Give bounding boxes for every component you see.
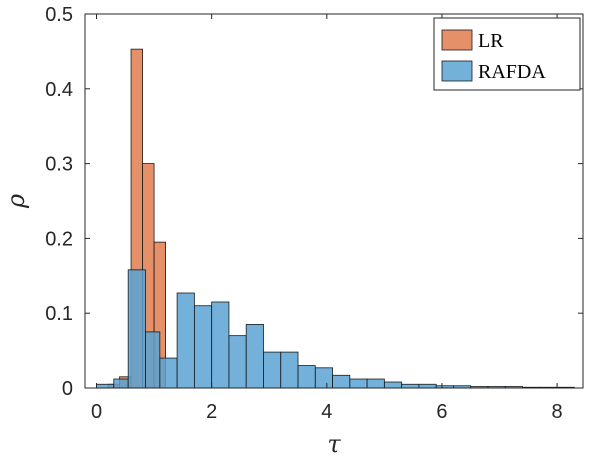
- x-tick-label: 6: [436, 401, 447, 423]
- x-tick-label: 2: [206, 401, 217, 423]
- y-tick-label: 0.3: [45, 154, 73, 176]
- bar-rafda-11: [280, 351, 299, 389]
- y-tick-label: 0.4: [45, 79, 73, 101]
- bar-rafda-15: [349, 378, 368, 389]
- bar-rafda-9: [245, 324, 264, 389]
- bar-rafda-12: [297, 365, 316, 389]
- bar-rafda-2: [127, 269, 146, 389]
- bar-rafda-4: [159, 357, 178, 389]
- bar-rafda-16: [366, 378, 385, 389]
- x-tick-label: 0: [91, 401, 102, 423]
- bar-rafda-14: [332, 374, 351, 389]
- legend: LR RAFDA: [433, 17, 581, 91]
- y-tick-label: 0.1: [45, 303, 73, 325]
- y-tick-label: 0: [62, 378, 73, 400]
- bar-rafda-10: [263, 351, 282, 389]
- y-axis-label: ρ: [2, 194, 30, 209]
- bar-rafda-17: [383, 381, 403, 389]
- bar-rafda-19: [418, 383, 437, 389]
- legend-label-lr: LR: [478, 30, 504, 52]
- bar-rafda-3: [145, 331, 161, 389]
- bar-rafda-5: [176, 292, 195, 389]
- bar-rafda-6: [193, 305, 213, 389]
- y-tick-label: 0.5: [45, 4, 73, 26]
- bar-rafda-8: [228, 335, 247, 389]
- legend-label-rafda: RAFDA: [478, 61, 546, 83]
- y-tick-label: 0.2: [45, 228, 73, 250]
- series-rafda: [96, 269, 575, 389]
- legend-swatch-rafda: [441, 60, 473, 82]
- legend-swatch-lr: [441, 29, 473, 51]
- x-axis-label: τ: [327, 430, 341, 458]
- bar-rafda-7: [211, 301, 230, 389]
- axes-box: [84, 13, 584, 389]
- bar-rafda-13: [314, 367, 333, 389]
- bar-rafda-0: [96, 383, 115, 389]
- x-tick-label: 4: [321, 401, 332, 423]
- bar-rafda-1: [113, 378, 129, 389]
- axis-ticks: 0 2 4 6 8 0 0.1 0.2 0.3 0.4 0.5: [45, 4, 583, 423]
- x-tick-label: 8: [552, 401, 563, 423]
- bar-rafda-18: [401, 383, 420, 389]
